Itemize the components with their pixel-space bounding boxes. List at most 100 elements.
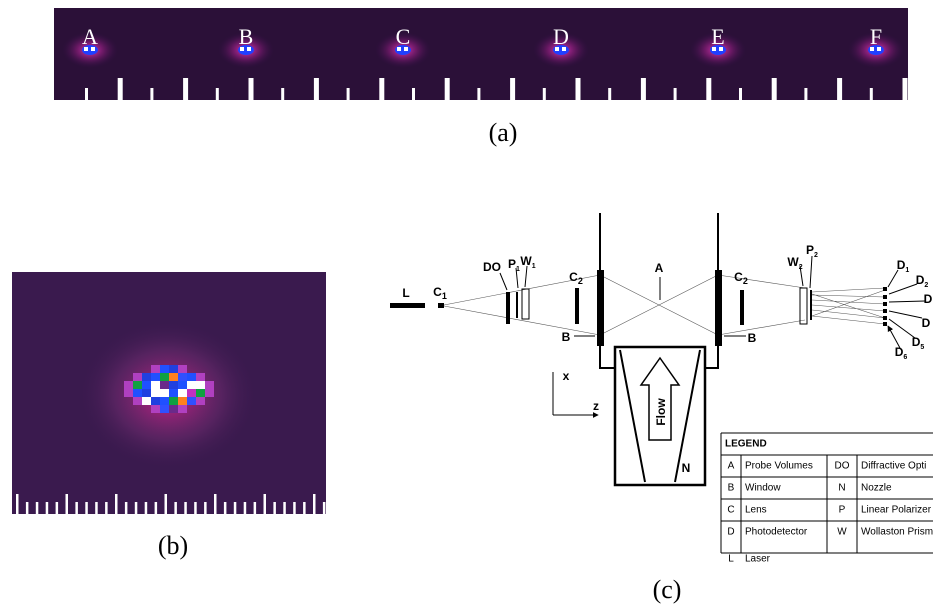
wollaston (522, 289, 529, 319)
pixel (178, 365, 187, 373)
ruler-tick (244, 502, 247, 514)
ruler-tick (85, 502, 88, 514)
legend-cell: Nozzle (861, 483, 892, 494)
axes (553, 372, 598, 415)
diagram-label: C2 (734, 270, 748, 286)
pixel (133, 373, 142, 381)
ruler-tick (125, 502, 128, 514)
ruler-tick (674, 88, 677, 100)
label-sub: 1 (905, 267, 909, 274)
ruler-tick (870, 88, 873, 100)
ruler-tick (293, 502, 296, 514)
diagram-label: B (562, 330, 571, 344)
pixel (187, 381, 196, 389)
pixel (196, 389, 205, 397)
ruler-tick (314, 78, 319, 100)
label-main: P (508, 257, 516, 271)
ruler-tick (85, 88, 88, 100)
legend-cell: Laser (745, 554, 771, 565)
label-main: C (433, 285, 442, 299)
spot-label: E (711, 24, 724, 49)
pixel (178, 381, 187, 389)
lens-c2 (575, 288, 579, 324)
pixel (178, 389, 187, 397)
figure: ABCDEF (a) (b) LE (0, 0, 933, 606)
diagram-label: N (682, 461, 691, 475)
pixel (124, 389, 133, 397)
pixel (142, 373, 151, 381)
flow-label: Flow (654, 398, 668, 426)
spot-label: B (239, 24, 254, 49)
label-main: B (748, 331, 757, 345)
label-main: D (922, 316, 931, 330)
ruler-tick (174, 502, 177, 514)
label-main: C (569, 270, 578, 284)
label-sub: 1 (442, 291, 447, 301)
pixel (169, 389, 178, 397)
pixel (187, 373, 196, 381)
diagram-label: D (922, 316, 931, 330)
legend-cell: L (728, 554, 734, 565)
label-main: D (916, 273, 925, 287)
pixel (133, 381, 142, 389)
legend-table: LEGENDAProbe VolumesDODiffractive OptiBW… (721, 433, 933, 565)
legend-cell: DO (835, 461, 850, 472)
ruler-tick (16, 494, 19, 514)
ruler-tick (510, 78, 515, 100)
pixel (160, 389, 169, 397)
ruler-tick (837, 78, 842, 100)
legend-cell: W (837, 527, 847, 538)
pixel (160, 373, 169, 381)
label-main: C (734, 270, 743, 284)
label-sub: 2 (743, 276, 748, 286)
ruler-tick (772, 78, 777, 100)
spot-label: F (870, 24, 882, 49)
pixel (133, 397, 142, 405)
pixel (151, 381, 160, 389)
pixel (169, 373, 178, 381)
diagram-label: D1 (897, 258, 910, 274)
label-sub: 6 (903, 354, 907, 361)
ruler-tick (115, 494, 118, 514)
ruler-tick (706, 78, 711, 100)
ruler-tick (254, 502, 257, 514)
label-main: z (593, 399, 599, 413)
pixel (187, 389, 196, 397)
ruler-tick (135, 502, 138, 514)
ruler-tick (323, 502, 326, 514)
window (597, 270, 604, 346)
label-sub: 2 (799, 264, 803, 271)
diagram-label: D6 (895, 345, 908, 361)
label-main: P (806, 243, 814, 257)
diagram-label: W1 (520, 254, 535, 270)
ruler-tick (379, 78, 384, 100)
pixel (178, 397, 187, 405)
legend-title: LEGEND (725, 439, 767, 450)
label-main: B (562, 330, 571, 344)
pixel (151, 365, 160, 373)
ruler-tick (95, 502, 98, 514)
label-sub: 2 (814, 252, 818, 259)
beam-split (812, 288, 885, 324)
ruler-tick (36, 502, 39, 514)
wollaston (800, 288, 807, 324)
pixel (169, 405, 178, 413)
pixel (160, 397, 169, 405)
label-main: DO (483, 260, 501, 274)
diagram-label: P2 (806, 243, 818, 259)
ruler-tick (216, 88, 219, 100)
ruler-tick (26, 502, 29, 514)
pixel (160, 381, 169, 389)
label-main: D (912, 335, 921, 349)
diagram-label: C2 (569, 270, 583, 286)
ruler-tick (150, 88, 153, 100)
diagram-label: W2 (787, 255, 802, 271)
legend-cell: Probe Volumes (745, 461, 813, 472)
ruler-tick (105, 502, 108, 514)
legend-cell: Lens (745, 505, 767, 516)
pixel (151, 373, 160, 381)
label-main: W (520, 254, 532, 268)
pixel (151, 405, 160, 413)
legend-cell: C (727, 505, 734, 516)
